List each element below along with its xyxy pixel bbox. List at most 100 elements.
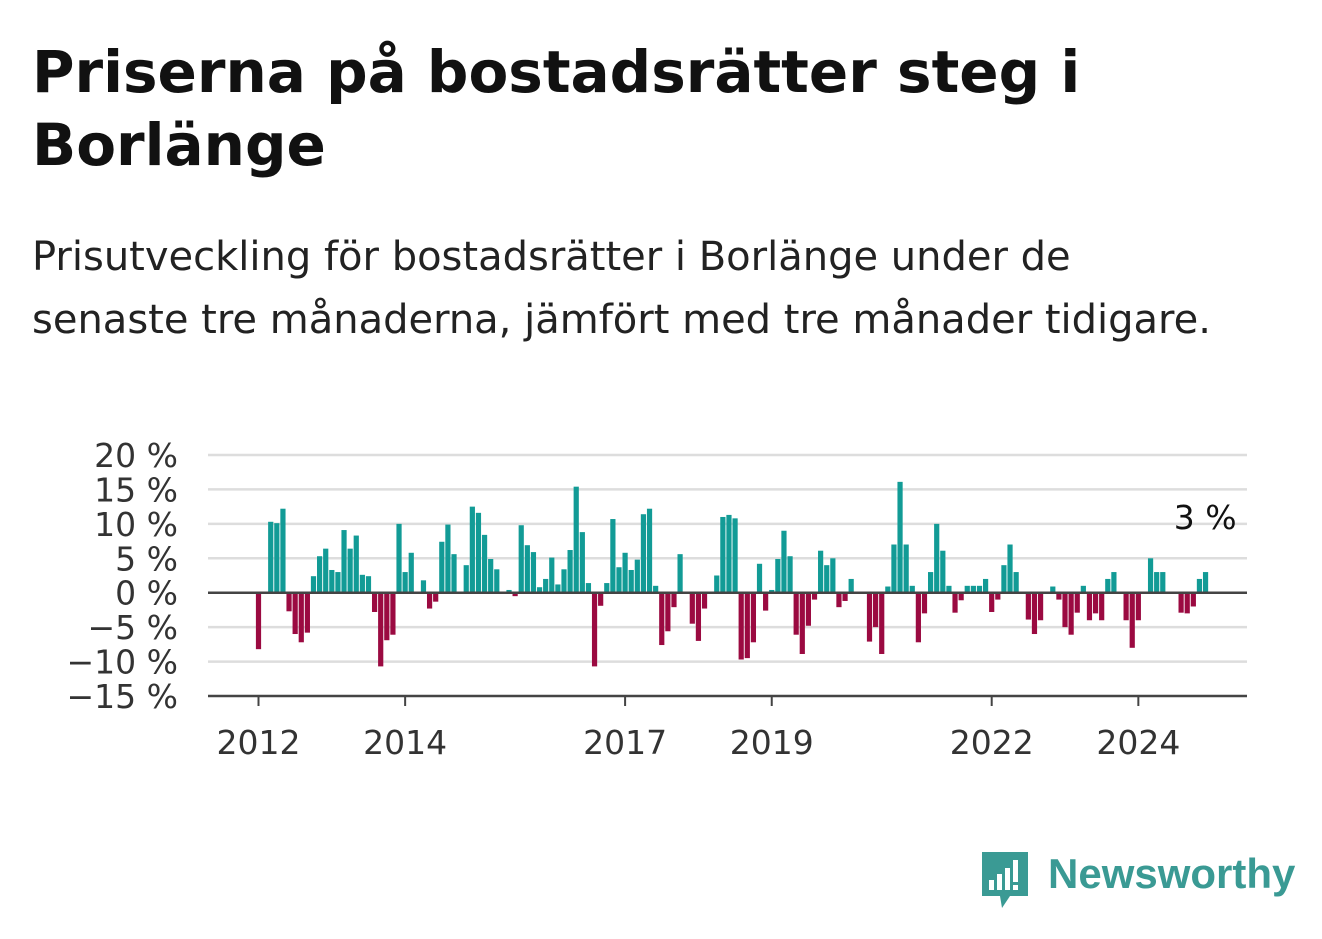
bar xyxy=(982,578,989,593)
bar xyxy=(365,576,372,593)
bar xyxy=(439,541,445,593)
newsworthy-logo-icon xyxy=(982,852,1028,908)
bar xyxy=(677,554,683,593)
bar xyxy=(573,486,579,593)
bar xyxy=(879,592,885,654)
bar xyxy=(591,592,598,667)
bar xyxy=(738,592,744,660)
bar xyxy=(921,592,928,614)
bar xyxy=(506,589,512,593)
bar xyxy=(1031,592,1038,635)
bar xyxy=(1178,592,1184,613)
bar xyxy=(701,592,708,609)
bar xyxy=(536,587,543,593)
newsworthy-logo: Newsworthy xyxy=(980,848,1300,912)
bar xyxy=(371,592,378,612)
bar xyxy=(420,580,427,593)
bar xyxy=(396,523,402,593)
bar xyxy=(769,589,775,593)
bar xyxy=(646,508,653,593)
y-tick-label: 5 % xyxy=(115,539,178,578)
bar xyxy=(488,558,494,593)
bar xyxy=(848,578,854,593)
bar xyxy=(995,592,1001,600)
bar xyxy=(1007,544,1013,593)
bar xyxy=(640,514,647,593)
bar xyxy=(928,572,934,593)
bar xyxy=(475,512,482,593)
bar xyxy=(1080,585,1086,593)
bar xyxy=(408,552,414,593)
x-tick-label: 2019 xyxy=(730,723,814,762)
bar xyxy=(1202,572,1209,593)
bar xyxy=(543,578,549,593)
chart-subtitle: Prisutveckling för bostadsrätter i Borlä… xyxy=(32,234,1211,343)
bar xyxy=(726,514,732,593)
bar xyxy=(598,592,604,606)
bar xyxy=(1050,586,1056,593)
bar xyxy=(530,552,537,593)
bar xyxy=(347,548,353,593)
bar xyxy=(805,592,811,626)
bar xyxy=(732,518,738,593)
bar xyxy=(903,544,909,593)
bar xyxy=(891,544,897,593)
bar xyxy=(1135,592,1141,621)
x-tick-label: 2014 xyxy=(363,723,447,762)
bar xyxy=(1062,592,1068,628)
y-tick-label: 20 % xyxy=(94,436,178,475)
bar xyxy=(970,585,976,593)
bar xyxy=(268,521,274,593)
y-tick-label: 0 % xyxy=(115,574,178,613)
bar xyxy=(585,583,592,593)
bar xyxy=(909,585,915,593)
bar xyxy=(989,592,995,612)
bar xyxy=(549,557,555,593)
bar xyxy=(1147,558,1154,593)
bar xyxy=(628,569,634,593)
bar xyxy=(255,592,262,650)
bar-chart: 20 %15 %10 %5 %0 %−5 %−10 %−15 % 2012 2014… xyxy=(67,436,1247,762)
x-tick-label: 2022 xyxy=(950,723,1034,762)
bar xyxy=(616,567,622,593)
bar xyxy=(463,565,469,593)
bar xyxy=(952,592,958,613)
bar xyxy=(469,506,475,593)
bar xyxy=(915,592,921,643)
bar xyxy=(445,524,451,593)
bar xyxy=(304,592,310,633)
bar xyxy=(830,558,836,593)
bar xyxy=(1111,572,1117,593)
bar xyxy=(665,592,671,632)
bar xyxy=(561,569,567,593)
bar xyxy=(317,556,323,593)
bar xyxy=(811,592,818,600)
bar xyxy=(824,565,830,593)
bar xyxy=(885,586,891,593)
bar xyxy=(433,592,439,602)
brand-name: Newsworthy xyxy=(1048,850,1296,897)
bar xyxy=(653,585,659,593)
bar xyxy=(329,569,335,593)
bar xyxy=(292,592,298,635)
bar xyxy=(744,592,750,659)
bar xyxy=(481,534,488,593)
bar xyxy=(555,584,561,593)
bar xyxy=(793,592,799,635)
bar xyxy=(1190,592,1196,607)
bar xyxy=(1068,592,1074,635)
bar xyxy=(524,545,530,593)
bar xyxy=(1184,592,1190,614)
x-tick-label: 2012 xyxy=(217,723,301,762)
bar xyxy=(310,576,317,593)
bar xyxy=(775,558,781,593)
y-tick-label: −5 % xyxy=(88,608,179,647)
bar xyxy=(866,592,873,642)
bar xyxy=(763,592,769,611)
bar xyxy=(610,519,616,593)
y-tick-label: 10 % xyxy=(94,505,178,544)
bar xyxy=(1025,592,1031,620)
bar xyxy=(976,585,983,593)
bar xyxy=(695,592,702,641)
chart-title: Priserna på bostadsrätter steg i Borläng… xyxy=(32,38,1081,179)
